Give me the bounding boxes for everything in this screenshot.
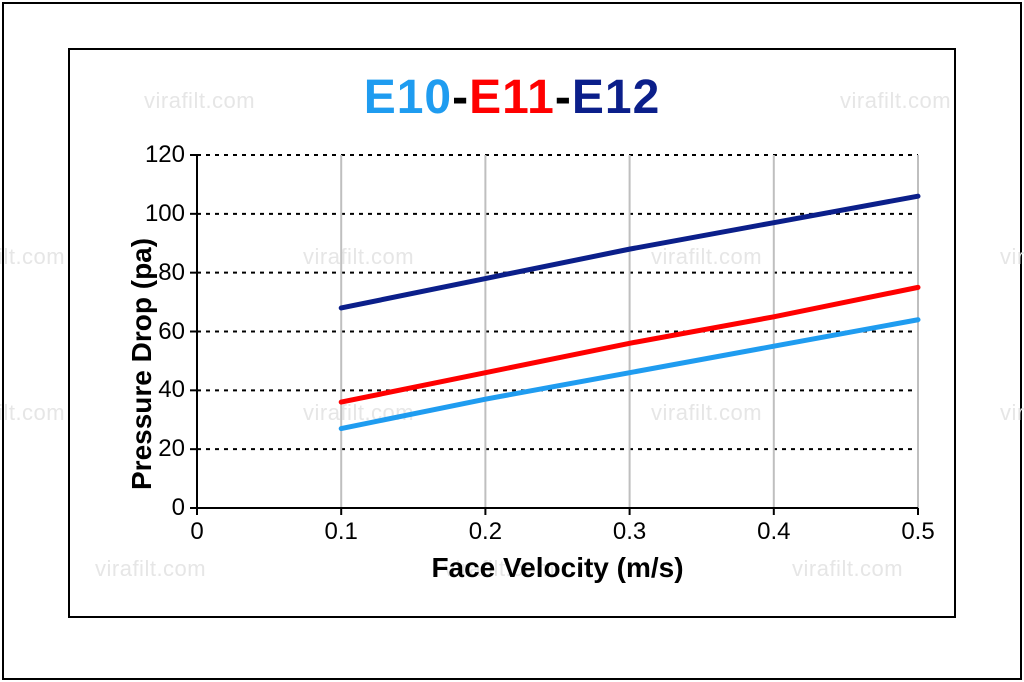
- y-axis-label: Pressure Drop (pa): [126, 238, 158, 490]
- x-tick-label: 0.3: [600, 518, 660, 546]
- x-tick-label: 0.1: [311, 518, 371, 546]
- y-tick-label: 80: [158, 259, 185, 287]
- y-tick-label: 40: [158, 376, 185, 404]
- x-axis-label: Face Velocity (m/s): [197, 552, 918, 584]
- x-tick-label: 0: [167, 518, 227, 546]
- y-tick-label: 120: [145, 141, 185, 169]
- y-tick-label: 60: [158, 318, 185, 346]
- y-tick-label: 100: [145, 200, 185, 228]
- x-tick-label: 0.4: [744, 518, 804, 546]
- x-tick-label: 0.2: [455, 518, 515, 546]
- y-tick-label: 20: [158, 435, 185, 463]
- x-tick-label: 0.5: [888, 518, 948, 546]
